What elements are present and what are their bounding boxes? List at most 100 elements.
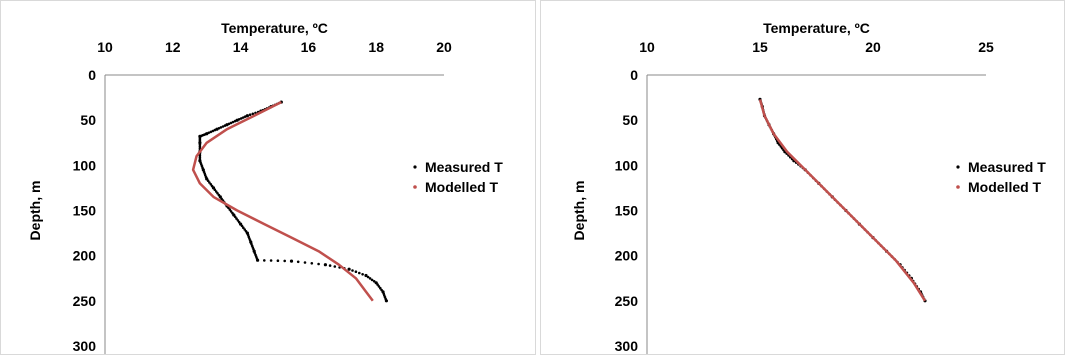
measured-t-point [364,273,368,278]
y-axis-title: Depth, m [571,181,587,241]
measured-t-point [233,119,237,123]
y-tick-label: 50 [622,112,638,128]
measured-t-point [228,208,232,211]
measured-t-point [219,126,223,129]
measured-t-point [240,224,244,228]
measured-t-point [198,155,202,159]
measured-t-point [289,259,294,263]
measured-t-point [248,113,252,116]
measured-t-point [333,265,337,268]
measured-t-point [236,219,240,222]
measured-t-point [213,128,217,132]
measured-t-point [351,269,354,272]
measured-t-point [384,299,388,303]
modelled-t-line [191,100,374,302]
x-axis-title: Temperature, ºC [221,20,328,36]
y-tick-label: 0 [88,67,96,83]
x-tick-label: 12 [165,39,181,55]
legend-measured-marker [413,165,417,169]
measured-t-point [233,215,237,219]
x-tick-label: 16 [301,39,317,55]
x-tick-label: 10 [639,39,655,55]
measured-t-point [303,261,307,264]
modelled-t-line [758,99,927,302]
y-tick-label: 50 [80,112,96,128]
y-tick-label: 200 [73,248,97,264]
measured-t-point [213,188,217,191]
y-tick-label: 150 [615,203,639,219]
measured-t-point [198,143,202,146]
measured-t-point [223,124,227,127]
chart-border [540,0,1065,355]
x-tick-label: 18 [368,39,384,55]
y-tick-label: 0 [630,67,638,83]
measured-t-point [256,258,260,262]
measured-t-point [245,114,249,118]
measured-t-point [379,286,382,290]
measured-t-point [220,197,223,201]
measured-t-point [231,120,235,124]
measured-t-point [269,259,273,262]
measured-t-point [376,283,379,286]
measured-t-series [198,100,388,303]
legend-modelled-marker [413,185,417,189]
measured-t-point [347,267,351,271]
x-tick-label: 25 [978,39,994,55]
y-tick-label: 250 [615,293,639,309]
measured-t-point [370,278,374,282]
chart-panel-left: Temperature, ºC 10 12 14 16 18 20 0 50 100 150 200 2… [0,0,536,355]
measured-t-point [229,210,233,213]
measured-t-point [242,226,245,229]
measured-t-point [198,146,202,150]
measured-t-point [361,273,364,276]
legend-measured-label: Measured T [425,159,503,175]
measured-t-point [366,275,370,279]
measured-t-point [198,154,202,157]
measured-t-point [283,259,287,263]
legend-measured-label: Measured T [968,159,1046,175]
x-tick-label: 20 [436,39,452,55]
y-axis-title: Depth, m [27,181,43,241]
measured-t-point [215,127,219,131]
measured-t-point [310,262,314,265]
measured-t-point [244,115,247,118]
measured-t-point [377,285,381,288]
y-tick-label: 100 [73,157,97,173]
y-tick-label: 300 [73,338,97,354]
x-tick-label: 14 [233,39,249,55]
measured-t-point [358,271,361,275]
y-tick-label: 300 [615,338,639,354]
measured-t-point [214,190,218,193]
measured-t-point [323,263,327,267]
y-tick-label: 150 [73,203,97,219]
legend-modelled-marker [956,185,960,189]
measured-t-point [209,130,213,134]
measured-t-point [209,183,213,186]
measured-t-point [240,117,243,120]
measured-t-point [317,262,320,266]
measured-t-point [243,228,246,231]
measured-t-point [296,260,300,264]
measured-t-point [276,259,280,263]
measured-t-point [235,217,238,220]
measured-t-point [354,270,358,274]
legend-modelled-label: Modelled T [968,179,1042,195]
y-tick-label: 250 [73,293,97,309]
measured-t-point [251,112,255,116]
measured-t-point [328,264,332,267]
measured-t-point [211,129,215,133]
measured-t-point [198,145,202,148]
legend-modelled-label: Modelled T [425,179,499,195]
measured-t-point [368,277,372,280]
x-tick-label: 20 [865,39,881,55]
y-tick-label: 200 [615,248,639,264]
measured-t-point [208,181,211,184]
chart-border [0,0,536,355]
measured-t-point [206,179,210,182]
chart-panel-right: Temperature, ºC 10 15 20 25 0 50 100 150 200 250 30… [540,0,1065,355]
x-tick-label: 10 [97,39,113,55]
measured-t-point [221,125,225,128]
measured-t-point [242,116,245,119]
